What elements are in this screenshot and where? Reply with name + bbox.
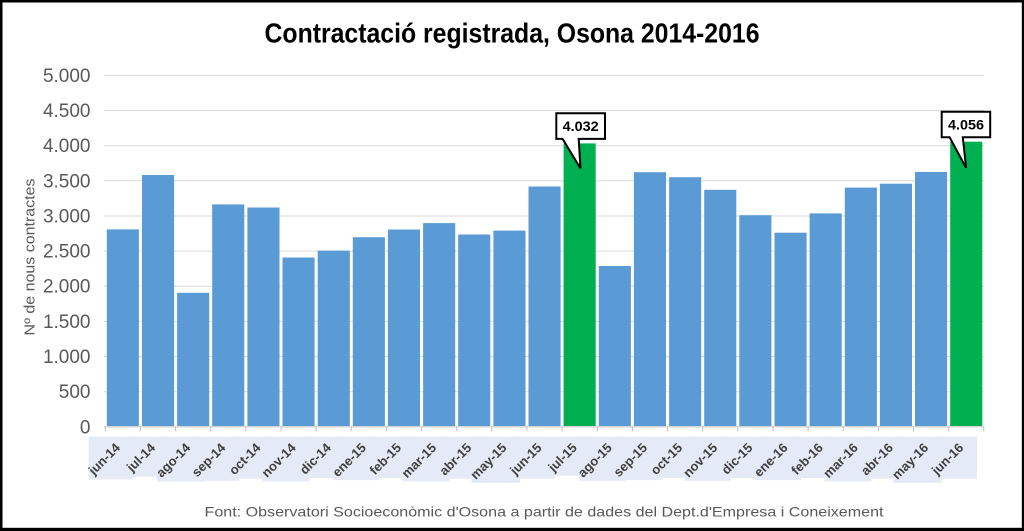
svg-text:Font: Observatori Socioeconòmi: Font: Observatori Socioeconòmic d'Osona …: [205, 504, 884, 520]
svg-text:4.000: 4.000: [43, 136, 91, 157]
svg-text:4.056: 4.056: [948, 117, 985, 132]
svg-text:1.500: 1.500: [43, 312, 91, 333]
svg-text:1.000: 1.000: [43, 347, 91, 368]
svg-text:4.032: 4.032: [563, 119, 599, 134]
svg-text:3.500: 3.500: [43, 171, 91, 192]
svg-text:0: 0: [80, 417, 91, 438]
svg-text:5.000: 5.000: [43, 66, 91, 87]
svg-text:Nº de nous contractes: Nº de nous contractes: [23, 179, 39, 336]
svg-text:2.000: 2.000: [43, 277, 91, 298]
svg-text:3.000: 3.000: [43, 207, 91, 228]
svg-text:2.500: 2.500: [43, 242, 91, 263]
svg-text:4.500: 4.500: [43, 101, 91, 122]
svg-text:Contractació registrada, Osona: Contractació registrada, Osona 2014-2016: [265, 18, 760, 49]
svg-text:500: 500: [59, 382, 91, 403]
